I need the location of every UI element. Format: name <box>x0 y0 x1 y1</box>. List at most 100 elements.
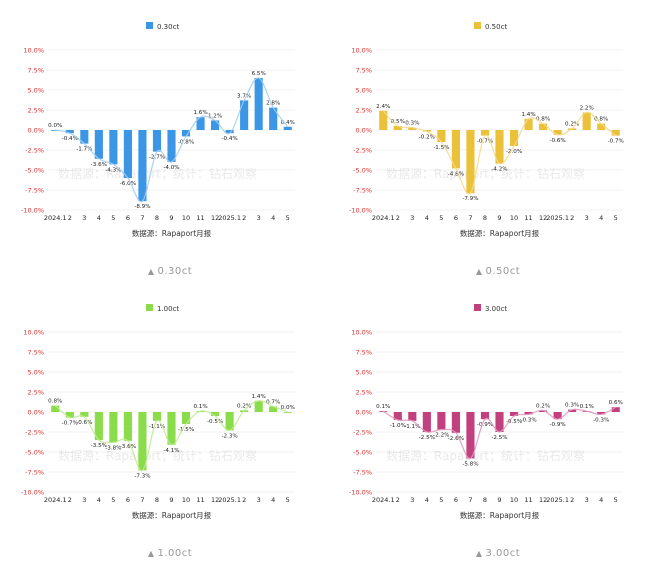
data-label: 0.2% <box>237 403 251 409</box>
bar <box>553 412 562 420</box>
watermark: 数据源：Rapaport；统计：钻石观察 <box>386 166 585 181</box>
x-tick-label: 6 <box>126 214 130 222</box>
y-tick-label: 10.0% <box>23 47 44 55</box>
x-tick-label: 3 <box>585 214 589 222</box>
bar <box>597 123 606 130</box>
bar <box>138 412 147 471</box>
x-tick-label: 10 <box>182 214 190 222</box>
x-tick-label: 11 <box>196 496 204 504</box>
x-tick-label: 11 <box>524 496 532 504</box>
x-tick-label: 9 <box>497 496 501 504</box>
x-tick-label: 2 <box>570 214 574 222</box>
data-label: -1.0% <box>390 423 406 429</box>
bar <box>181 412 191 424</box>
x-tick-label: 2 <box>396 496 400 504</box>
y-tick-label: 5.0% <box>27 369 44 377</box>
y-tick-label: 5.0% <box>355 369 372 377</box>
data-label: 0.5% <box>391 119 405 125</box>
x-tick-label: 12 <box>539 496 547 504</box>
bar <box>539 123 548 130</box>
x-tick-label: 7 <box>140 496 144 504</box>
triangle-icon: ▲ <box>475 549 483 558</box>
bar <box>225 130 234 134</box>
x-tick-label: 2024.1 <box>372 214 395 222</box>
y-tick-label: -10.0% <box>21 489 44 497</box>
data-label: -1.1% <box>404 424 420 430</box>
legend-swatch <box>474 22 481 29</box>
data-label: -0.3% <box>593 417 609 423</box>
data-label: 1.6% <box>193 110 207 116</box>
data-label: 0.1% <box>580 404 594 410</box>
data-label: -8.9% <box>134 204 150 210</box>
x-tick-label: 4 <box>425 496 429 504</box>
triangle-icon: ▲ <box>147 267 155 276</box>
bar <box>167 412 176 445</box>
x-tick-label: 2024.1 <box>372 496 395 504</box>
y-tick-label: 7.5% <box>355 67 372 75</box>
y-tick-label: -5.0% <box>353 167 372 175</box>
x-tick-label: 8 <box>483 496 487 504</box>
x-tick-label: 4 <box>599 496 603 504</box>
bar <box>254 78 263 130</box>
x-tick-label: 4 <box>271 496 275 504</box>
x-tick-label: 10 <box>510 214 518 222</box>
source-label: 数据源：Rapaport月报 <box>132 510 212 520</box>
trend-line <box>55 77 289 203</box>
chart-caption: ▲ 3.00ct <box>338 548 658 559</box>
bar <box>524 118 533 130</box>
x-tick-label: 6 <box>126 496 130 504</box>
bar <box>524 412 533 415</box>
data-label: -0.5% <box>506 419 522 425</box>
x-tick-label: 2024.1 <box>44 214 67 222</box>
x-tick-label: 7 <box>468 496 472 504</box>
data-label: -0.3% <box>520 417 536 423</box>
bar <box>451 130 460 169</box>
x-tick-label: 2025.1 <box>546 496 569 504</box>
bar <box>65 412 74 418</box>
x-tick-label: 8 <box>155 214 159 222</box>
data-label: -0.9% <box>477 422 493 428</box>
x-tick-label: 7 <box>140 214 144 222</box>
data-label: -4.8% <box>448 171 464 177</box>
x-tick-label: 2 <box>570 496 574 504</box>
data-label: -2.2% <box>433 433 449 439</box>
bar <box>109 412 118 443</box>
y-tick-label: 0.0% <box>27 127 44 135</box>
x-tick-label: 5 <box>439 496 443 504</box>
chart-svg: 3.00ct 10.0% 7.5% 5.0% 2.5% 0.0% -2.5% -5.0% -7.… <box>349 304 623 520</box>
y-tick-label: -7.5% <box>353 187 372 195</box>
x-tick-label: 3 <box>585 496 589 504</box>
bar <box>437 130 446 142</box>
data-label: 0.2% <box>536 403 550 409</box>
bar <box>51 405 60 412</box>
x-tick-label: 3 <box>257 214 261 222</box>
y-tick-label: -2.5% <box>25 429 44 437</box>
bar <box>495 412 504 432</box>
y-tick-label: 0.0% <box>355 409 372 417</box>
data-label: -2.5% <box>419 435 435 441</box>
data-label: -0.4% <box>222 136 238 142</box>
data-label: -4.0% <box>163 165 179 171</box>
data-label: 1.2% <box>208 113 222 119</box>
x-tick-label: 5 <box>111 214 115 222</box>
watermark: 数据源：Rapaport；统计：钻石观察 <box>386 448 585 463</box>
data-label: -2.0% <box>506 149 522 155</box>
data-label: -4.1% <box>163 448 179 454</box>
data-label: -1.7% <box>76 147 92 153</box>
data-label: 0.3% <box>565 403 579 409</box>
data-label: -0.7% <box>608 139 624 145</box>
bar <box>495 130 504 164</box>
data-label: -3.5% <box>91 443 107 449</box>
data-label: 0.1% <box>193 404 207 410</box>
y-tick-label: -2.5% <box>353 429 372 437</box>
data-label: 2.4% <box>376 104 390 110</box>
x-tick-label: 2 <box>242 496 246 504</box>
y-tick-label: 5.0% <box>355 87 372 95</box>
y-tick-label: -2.5% <box>25 147 44 155</box>
bar <box>553 130 562 135</box>
y-tick-label: 5.0% <box>27 87 44 95</box>
y-tick-label: 2.5% <box>27 107 44 115</box>
bar <box>539 410 548 412</box>
x-tick-label: 2025.1 <box>218 214 241 222</box>
bar <box>283 126 292 130</box>
